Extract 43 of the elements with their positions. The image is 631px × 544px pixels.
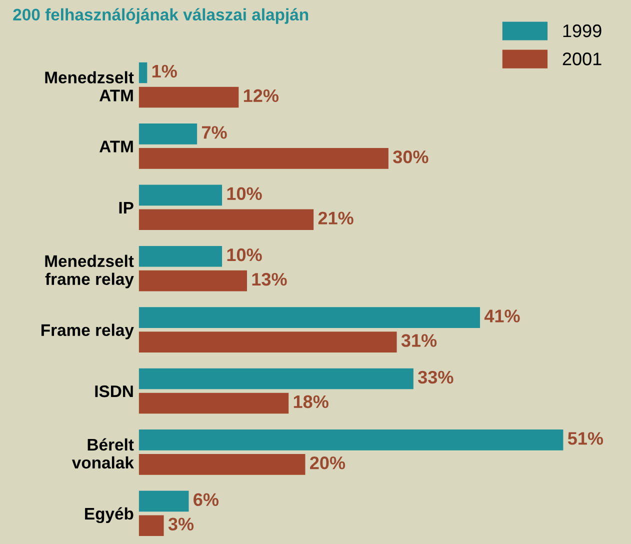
bar [138, 454, 306, 475]
bar [138, 307, 480, 328]
data-label: 13% [252, 272, 287, 286]
data-label: 7% [202, 126, 227, 139]
data-label: 18% [294, 395, 328, 408]
bar [138, 246, 222, 267]
y-tick-label: ISDN [95, 385, 133, 398]
data-label: 31% [401, 334, 437, 347]
bar [138, 124, 198, 144]
bar [138, 430, 564, 450]
data-label: 10% [227, 248, 262, 262]
y-tick-label: IP [119, 202, 134, 214]
data-label: 21% [318, 212, 354, 224]
y-tick-label: Menedzselt ATM [45, 71, 134, 102]
bar [138, 148, 388, 169]
legend-label: 1999 [563, 24, 602, 38]
y-tick-label: Frame relay [42, 324, 134, 340]
bar [138, 209, 314, 230]
data-label: 10% [227, 187, 262, 200]
data-label: 12% [244, 89, 279, 102]
bar [138, 62, 148, 84]
data-label: 20% [310, 456, 346, 470]
bar [138, 368, 414, 390]
y-tick-label: Bérelt vonalak [72, 438, 134, 469]
bar [138, 515, 164, 536]
data-label: 51% [568, 432, 604, 445]
data-label: 41% [484, 310, 520, 322]
data-label: 6% [194, 493, 219, 506]
bar [138, 490, 189, 512]
bar [138, 332, 397, 352]
data-label: 30% [393, 150, 428, 164]
y-tick-label: Egyéb [85, 507, 134, 524]
legend-label: 2001 [562, 52, 602, 66]
data-label: 1% [152, 64, 177, 78]
bar [138, 392, 289, 414]
chart-title: 200 felhasználójának válaszai alapján [13, 8, 308, 24]
data-label: 3% [168, 518, 194, 531]
y-tick-label: Menedzselt frame relay [45, 254, 134, 288]
data-label: 33% [418, 370, 454, 384]
bar [138, 86, 239, 108]
y-tick-label: ATM [100, 140, 133, 152]
bar [138, 184, 222, 206]
bar [138, 270, 247, 292]
